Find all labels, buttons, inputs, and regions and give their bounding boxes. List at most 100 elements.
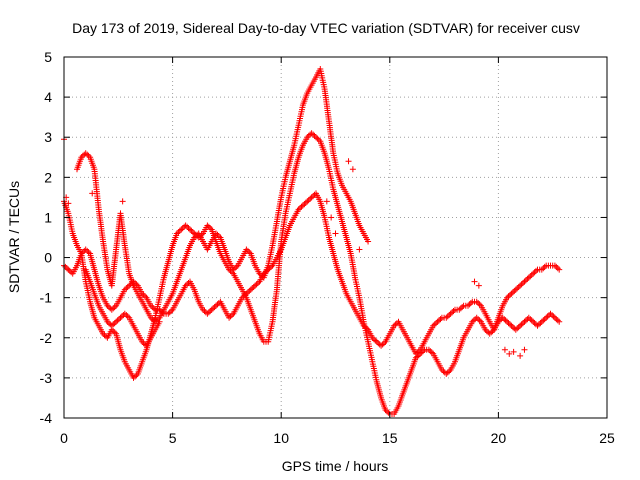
data-point bbox=[515, 284, 522, 290]
data-point bbox=[457, 305, 464, 312]
data-point bbox=[187, 226, 193, 233]
data-point bbox=[133, 281, 140, 288]
data-point bbox=[240, 293, 247, 300]
data-point bbox=[504, 294, 511, 301]
data-point bbox=[521, 346, 528, 353]
data-point bbox=[556, 266, 563, 273]
data-point bbox=[119, 198, 126, 205]
data-point bbox=[165, 310, 172, 317]
data-point bbox=[501, 346, 508, 353]
data-point bbox=[531, 320, 538, 327]
plot-frame bbox=[63, 56, 608, 419]
data-point bbox=[205, 223, 212, 230]
data-point bbox=[425, 346, 432, 353]
data-point bbox=[506, 350, 513, 357]
data-point bbox=[437, 316, 444, 323]
data-point bbox=[231, 265, 238, 272]
y-tick-label: -3 bbox=[40, 370, 53, 386]
data-point bbox=[501, 316, 508, 323]
data-point bbox=[111, 304, 118, 310]
data-point bbox=[253, 281, 260, 288]
data-point bbox=[527, 273, 534, 280]
data-point bbox=[554, 317, 561, 324]
data-point bbox=[370, 336, 377, 343]
data-point bbox=[205, 309, 212, 316]
data-point bbox=[310, 131, 317, 138]
data-point bbox=[178, 226, 185, 233]
data-point bbox=[328, 214, 335, 221]
data-point bbox=[105, 304, 112, 310]
data-point bbox=[488, 329, 495, 336]
data-point bbox=[443, 314, 450, 321]
data-point bbox=[537, 320, 544, 327]
data-point bbox=[530, 270, 537, 277]
data-point bbox=[244, 289, 251, 296]
x-axis-label: GPS time / hours bbox=[282, 458, 389, 474]
data-point bbox=[428, 349, 435, 356]
y-tick-label: -1 bbox=[40, 290, 53, 306]
data-point bbox=[184, 223, 191, 230]
data-point bbox=[156, 318, 163, 325]
data-point bbox=[298, 203, 305, 210]
x-tick-label: 15 bbox=[382, 430, 398, 446]
data-point bbox=[521, 278, 528, 285]
data-point bbox=[527, 316, 534, 323]
data-point bbox=[443, 370, 450, 377]
data-point bbox=[304, 134, 311, 141]
data-point bbox=[382, 407, 389, 413]
x-tick-label: 5 bbox=[169, 430, 177, 446]
axis-ticks: 0 5 10 15 20 25 -4 -3 -2 -1 0 1 2 3 4 5 bbox=[40, 49, 615, 446]
data-point bbox=[476, 317, 483, 324]
data-point bbox=[471, 278, 478, 285]
data-point bbox=[268, 263, 275, 270]
data-point bbox=[301, 201, 308, 208]
data-point bbox=[517, 352, 524, 359]
data-point bbox=[150, 305, 157, 312]
data-point bbox=[139, 338, 146, 345]
data-point bbox=[65, 200, 72, 207]
data-point bbox=[531, 269, 538, 276]
data-point bbox=[392, 321, 399, 328]
data-point bbox=[465, 302, 471, 309]
data-point bbox=[244, 247, 251, 254]
data-point bbox=[89, 190, 96, 197]
data-point bbox=[168, 308, 175, 314]
data-point bbox=[507, 321, 513, 328]
data-point bbox=[524, 275, 531, 282]
data-points bbox=[61, 66, 563, 417]
data-point bbox=[208, 306, 215, 313]
data-point bbox=[295, 206, 302, 213]
data-point bbox=[133, 372, 140, 379]
data-point bbox=[256, 270, 263, 277]
data-point bbox=[521, 318, 528, 325]
data-point bbox=[313, 134, 319, 141]
y-tick-label: 3 bbox=[44, 129, 52, 145]
data-point bbox=[201, 308, 208, 314]
data-point bbox=[105, 320, 112, 327]
data-point bbox=[482, 326, 489, 333]
x-tick-label: 0 bbox=[60, 430, 68, 446]
data-point bbox=[510, 348, 517, 355]
data-point bbox=[250, 284, 257, 290]
data-point bbox=[310, 193, 317, 200]
data-point bbox=[123, 285, 130, 292]
data-point bbox=[117, 314, 124, 321]
data-point bbox=[509, 324, 516, 331]
y-tick-label: 0 bbox=[44, 250, 52, 266]
data-point bbox=[204, 222, 211, 229]
y-tick-label: 2 bbox=[44, 169, 52, 185]
data-point bbox=[540, 317, 547, 324]
data-point bbox=[247, 286, 254, 293]
data-point bbox=[467, 300, 474, 306]
data-point bbox=[175, 229, 182, 236]
data-point bbox=[111, 329, 118, 336]
data-point bbox=[111, 320, 118, 327]
data-point bbox=[473, 314, 480, 321]
data-point bbox=[551, 262, 558, 269]
data-point bbox=[84, 247, 91, 254]
data-point bbox=[509, 289, 516, 296]
data-point bbox=[518, 321, 525, 328]
data-point bbox=[147, 302, 154, 309]
data-point bbox=[332, 230, 339, 237]
